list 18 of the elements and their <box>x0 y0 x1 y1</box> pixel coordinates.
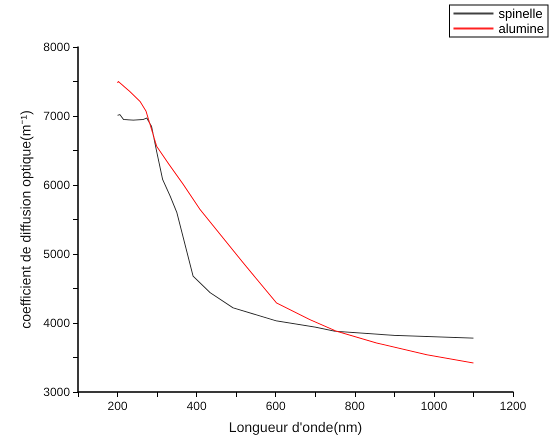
y-tick-label: 7000 <box>43 109 70 123</box>
legend-label: alumine <box>498 21 544 36</box>
y-tick-label: 4000 <box>43 316 70 330</box>
x-tick-label: 600 <box>266 399 286 413</box>
line-series <box>117 81 474 364</box>
y-tick-label: 5000 <box>43 247 70 261</box>
x-tick-label: 200 <box>108 399 128 413</box>
y-tick-label: 8000 <box>43 40 70 54</box>
line-series <box>117 114 474 339</box>
x-tick-label: 1200 <box>500 399 527 413</box>
y-tick-label: 3000 <box>43 385 70 399</box>
y-tick-label: 6000 <box>43 178 70 192</box>
x-tick-label: 800 <box>344 399 366 413</box>
y-axis-title: coefficient de diffusion optique(m⁻¹) <box>17 110 34 329</box>
legend-label: spinelle <box>498 6 543 21</box>
x-tick-label: 400 <box>186 399 207 413</box>
x-tick-label: 1000 <box>420 399 448 413</box>
x-axis-title: Longueur d'onde(nm) <box>228 419 362 435</box>
